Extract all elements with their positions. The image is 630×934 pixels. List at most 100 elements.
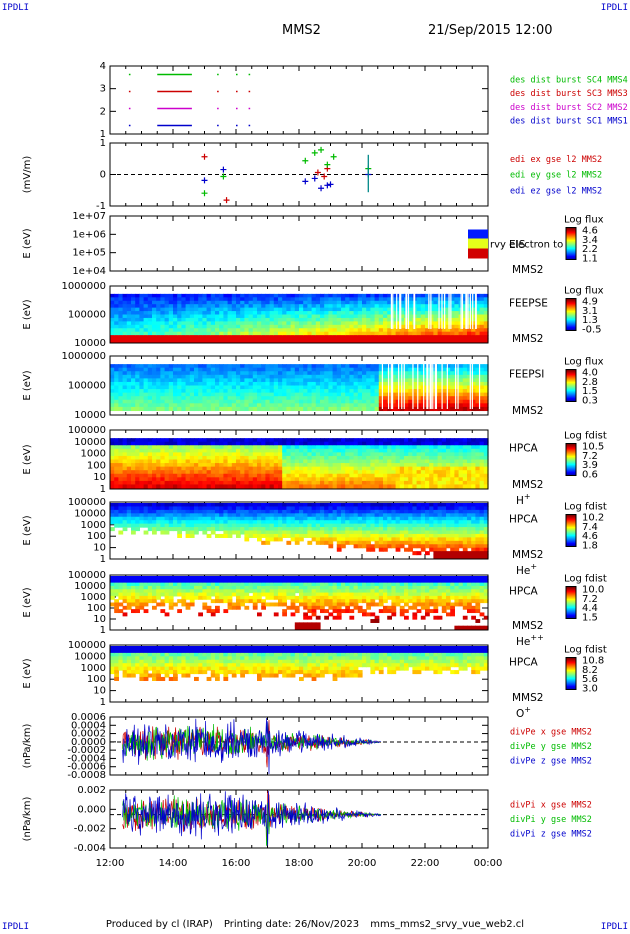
feeps-e-cell: [110, 293, 115, 298]
feeps-i-cell: [198, 364, 203, 369]
feeps-e-cell: [252, 307, 258, 312]
feeps-e-cell: [336, 297, 342, 302]
feeps-i-cell: [202, 381, 208, 387]
feeps-e-cell: [315, 300, 321, 305]
hpca-h-cell: [345, 445, 350, 450]
hpca-h-cell: [223, 473, 229, 478]
feeps-i-cell: [257, 403, 262, 408]
hpca-he1-cell: [311, 520, 317, 525]
hpca-h-cell: [332, 477, 338, 482]
feeps-i-cell: [311, 406, 317, 412]
hpca-h-cell: [202, 463, 208, 468]
feeps-i-cell: [408, 406, 413, 412]
feeps-e-cell: [257, 317, 262, 322]
feeps-i-cell: [303, 396, 308, 401]
feeps-e-cell: [189, 300, 195, 305]
hpca-h-cell: [185, 477, 191, 482]
hpca-h-cell: [458, 445, 464, 450]
feeps-e-cell: [320, 307, 325, 312]
hpca-he1-cell: [336, 513, 342, 518]
feeps-e-cell: [231, 317, 237, 322]
feeps-i-cell: [299, 389, 304, 394]
feeps-e-cell: [231, 304, 237, 309]
feeps-i-cell: [475, 378, 481, 383]
feeps-i-cell: [328, 406, 334, 412]
hpca-he1-cell: [223, 506, 229, 511]
hpca-h-cell: [152, 438, 157, 443]
hpca-h-cell: [429, 455, 434, 461]
feeps-i-cell: [353, 385, 359, 390]
feeps-i-cell: [462, 389, 468, 394]
feeps-i-cell: [164, 381, 170, 387]
hpca-he1-cell: [206, 523, 212, 528]
feeps-i-cell: [446, 396, 451, 401]
hpca-he1-cell: [231, 523, 237, 528]
eis-ytick-label: 1e+04: [72, 266, 106, 277]
feeps-i-cell: [336, 385, 342, 390]
hpca-h-cell: [257, 477, 262, 482]
hpca-he1-cell: [114, 513, 119, 518]
feeps-e-cell: [446, 314, 451, 319]
hpca-h-cell: [387, 452, 392, 457]
feeps-e-cell: [173, 314, 178, 319]
feeps-e-cell: [475, 304, 481, 309]
feeps-i-cell: [147, 371, 153, 376]
hpca-h-cell: [458, 441, 464, 446]
hpca-h-cell: [248, 480, 254, 486]
feeps-e-cell: [471, 314, 476, 319]
feeps-e-cell: [257, 307, 262, 312]
feeps-e-cell: [269, 321, 275, 326]
hpca-he1-cell: [299, 527, 304, 532]
hpca-he1-cell: [177, 533, 182, 538]
feeps-i-cell: [320, 399, 325, 404]
hpca-he1-cell: [341, 523, 346, 528]
feeps-e-cell: [462, 321, 468, 326]
hpca-h-cell: [257, 448, 262, 453]
hpca-h-cell: [462, 441, 468, 446]
hpca-he1-ytick-label: 1000: [81, 520, 106, 531]
feeps-e-cell: [139, 307, 145, 312]
hpca-h-cell: [315, 470, 321, 475]
hpca-h-cell: [294, 480, 300, 486]
feeps-i-cell: [118, 396, 124, 401]
feeps-i-cell: [357, 403, 363, 408]
feeps-e-cell: [110, 307, 115, 312]
hpca-h-cell: [236, 448, 241, 453]
feeps-e-cell: [122, 335, 128, 340]
hpca-h-cell: [320, 473, 325, 478]
hpca-he1-cell: [181, 527, 187, 532]
feeps-i-cell: [467, 385, 472, 390]
hpca-he1-cell: [290, 527, 296, 532]
feeps-i-cell: [404, 403, 409, 408]
feeps-i-cell: [206, 381, 212, 387]
feeps-i-cell: [122, 371, 128, 376]
hpca-h-cell: [446, 459, 451, 464]
hpca-h-cell: [349, 448, 355, 453]
feeps-e-cell: [471, 307, 476, 312]
feeps-i-cell: [210, 378, 216, 383]
feeps-i-cell: [454, 399, 460, 404]
hpca-h-cell: [446, 452, 451, 457]
hpca-h-cell: [131, 445, 136, 450]
feeps-i-cell: [462, 385, 468, 390]
feeps-e-cell: [244, 324, 250, 329]
edi-point: [311, 149, 318, 156]
feeps-e-cell: [341, 297, 346, 302]
feeps-e-cell: [383, 314, 388, 319]
hpca-h-cell: [269, 438, 275, 443]
feeps-e-cell: [118, 311, 124, 316]
hpca-he1-cell: [118, 506, 124, 511]
hpca-h-species-label: H+: [516, 492, 531, 507]
feeps-e-cell: [366, 324, 371, 329]
hpca-he1-cell: [265, 520, 271, 525]
feeps-e-cell: [265, 331, 271, 336]
feeps-e-cell: [378, 304, 384, 309]
hpca-h-cell: [269, 463, 275, 468]
feeps-i-cell: [189, 392, 195, 397]
hpca-h-cell: [416, 463, 422, 468]
feeps-e-cell: [282, 324, 287, 329]
feeps-e-cell: [483, 297, 489, 302]
feeps-e-cell: [206, 307, 212, 312]
hpca-he1-cell: [273, 523, 279, 528]
feeps-e-cell: [215, 300, 220, 305]
